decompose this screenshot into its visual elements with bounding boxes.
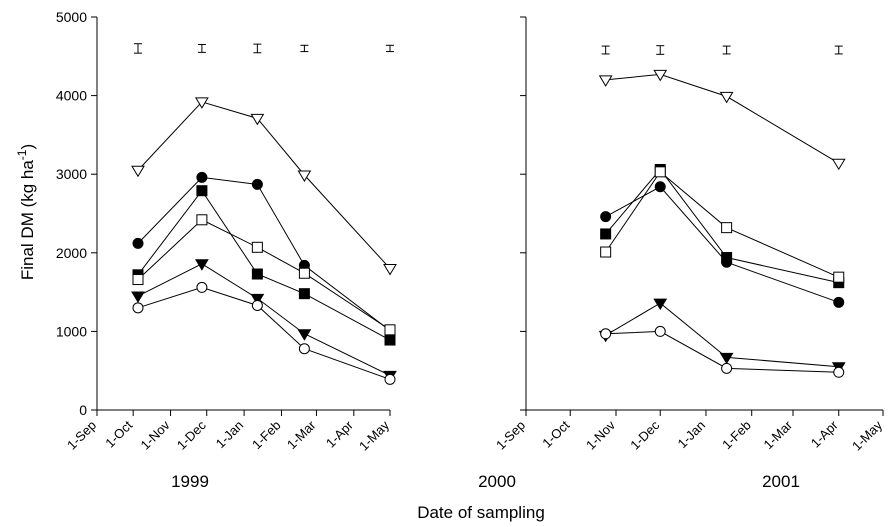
marker-circle-open (132, 302, 144, 314)
marker-triangle-down-filled (653, 298, 668, 311)
marker-triangle-down-open (250, 113, 265, 126)
right-panel: 1-Sep 1-Oct 1-Nov 1-Dec 1-Jan 1-Feb 1-Mar 1-Apr… (493, 16, 885, 454)
marker-triangle-down-open (131, 165, 145, 178)
marker-circle-open (833, 366, 845, 378)
marker-circle-filled (600, 211, 612, 223)
series-line-triangle-down-filled (605, 302, 839, 368)
marker-triangle-down-filled (250, 293, 265, 306)
marker-triangle-down-filled (131, 291, 145, 304)
series-line-circle-filled (605, 186, 839, 303)
marker-square-open (298, 267, 310, 279)
marker-triangle-down-open (719, 91, 734, 104)
y-tick-label: 3000 (56, 166, 87, 182)
marker-triangle-down-open (831, 158, 846, 171)
year-label-2000: 2000 (478, 472, 516, 491)
y-tick-label: 2000 (56, 245, 87, 261)
marker-circle-open (196, 281, 208, 293)
series-line-circle-open (605, 330, 839, 373)
x-tick-label: 1-Oct (102, 417, 135, 450)
marker-triangle-down-filled (195, 259, 209, 271)
marker-square-filled (196, 185, 208, 197)
x-tick-label: 1-Feb (249, 418, 284, 453)
x-tick-label: 1-Sep (493, 418, 528, 453)
x-tick-label: 1-May (849, 417, 885, 453)
marker-circle-filled (251, 178, 263, 190)
marker-square-open (132, 274, 144, 286)
year-label-1999: 1999 (171, 472, 209, 491)
marker-triangle-down-filled (719, 352, 734, 365)
marker-circle-open (251, 299, 263, 311)
year-label-2001: 2001 (762, 472, 800, 491)
marker-square-open (721, 222, 733, 234)
x-tick-label: 1-Apr (323, 417, 357, 451)
y-tick-label: 5000 (56, 9, 87, 25)
x-tick-label: 1-Nov (138, 417, 173, 452)
marker-square-open (833, 271, 845, 283)
marker-circle-open (600, 328, 612, 340)
marker-circle-open (384, 373, 396, 385)
series-line-square-filled (605, 168, 839, 284)
x-tick-label: 1-Dec (627, 417, 662, 452)
x-tick-label: 1-Apr (808, 417, 842, 451)
marker-square-filled (721, 252, 733, 264)
marker-square-open (384, 324, 396, 336)
x-tick-label: 1-Feb (719, 418, 754, 453)
marker-circle-filled (654, 181, 666, 193)
marker-circle-filled (196, 171, 208, 183)
marker-triangle-down-open (195, 97, 209, 109)
marker-square-filled (384, 334, 396, 346)
marker-triangle-down-open (653, 69, 668, 82)
series-line-square-open (605, 171, 839, 278)
x-tick-label: 1-Mar (284, 417, 319, 452)
marker-triangle-down-open (383, 264, 397, 276)
y-axis-title-close: ) (18, 144, 37, 150)
marker-square-open (251, 241, 263, 253)
x-tick-label: 1-Jan (674, 418, 708, 452)
y-tick-label: 4000 (56, 88, 87, 104)
marker-square-filled (298, 288, 310, 300)
marker-triangle-down-open (297, 170, 312, 182)
x-tick-label: 1-Dec (174, 417, 209, 452)
y-axis-title: Final DM (kg ha-1) (15, 144, 37, 280)
series-line-square-open (137, 219, 391, 331)
y-tick-label: 1000 (56, 323, 87, 339)
series-line-circle-filled (137, 176, 391, 332)
series-line-circle-open (137, 286, 391, 380)
marker-triangle-down-filled (297, 329, 312, 341)
marker-circle-filled (132, 237, 144, 249)
marker-circle-open (654, 325, 666, 337)
x-tick-label: 1-Nov (583, 417, 618, 452)
y-axis-title-main: Final DM (kg ha (18, 160, 37, 281)
marker-square-filled (251, 268, 263, 280)
left-panel: 0 1000 2000 3000 4000 5000 1-Sep 1-Oct 1-Nov 1-De… (56, 9, 397, 454)
marker-square-open (654, 166, 666, 178)
marker-circle-filled (833, 296, 845, 308)
marker-circle-open (721, 362, 733, 374)
x-tick-label: 1-Mar (761, 417, 796, 452)
y-tick-label: 0 (79, 402, 87, 418)
series-line-square-filled (137, 189, 391, 341)
marker-triangle-down-open (598, 75, 613, 87)
x-tick-label: 1-Oct (539, 417, 572, 450)
x-tick-label: 1-Sep (64, 418, 99, 453)
y-axis-title-superscript: -1 (15, 149, 29, 160)
x-axis-title: Date of sampling (417, 503, 545, 522)
marker-square-filled (600, 228, 612, 240)
marker-circle-open (298, 343, 310, 355)
marker-square-open (196, 214, 208, 226)
x-tick-label: 1-May (356, 417, 392, 453)
series-line-triangle-down-open (605, 73, 839, 164)
x-tick-label: 1-Jan (213, 418, 247, 452)
marker-square-open (600, 246, 612, 258)
